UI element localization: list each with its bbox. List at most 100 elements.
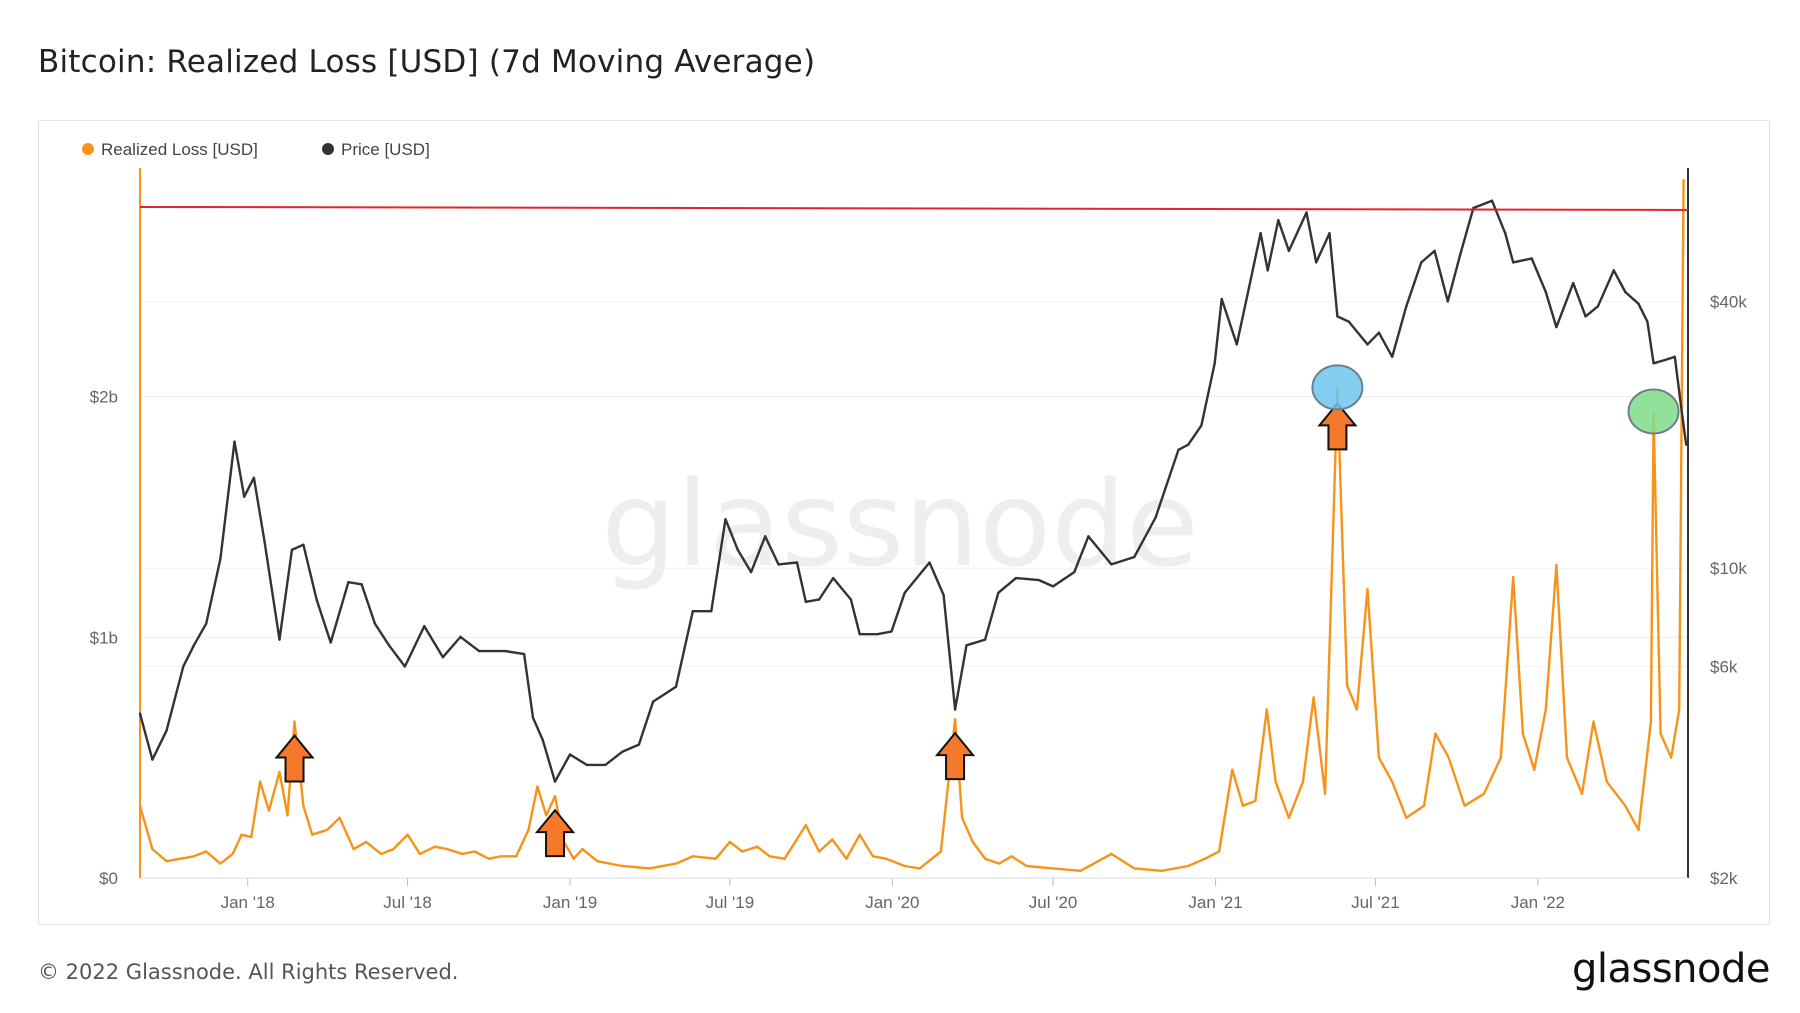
price-point — [403, 665, 407, 668]
price-point — [1154, 516, 1157, 519]
price-point — [1213, 362, 1216, 365]
price-point — [192, 644, 196, 647]
realized-loss-point — [939, 850, 943, 853]
watermark: glassnode — [601, 455, 1198, 593]
realized-loss-point — [1355, 708, 1359, 711]
price-point — [1544, 290, 1548, 294]
realized-loss-point — [553, 794, 557, 798]
price-point — [1490, 199, 1494, 202]
price-point — [1037, 578, 1041, 582]
realized-loss-point — [1677, 708, 1681, 711]
realized-loss-point — [1377, 756, 1381, 759]
y-right-tick-label: $2k — [1710, 869, 1738, 888]
price-point — [504, 649, 507, 653]
realized-loss-point — [804, 823, 808, 827]
realized-loss-point — [487, 857, 491, 860]
realized-loss-point — [1390, 780, 1394, 783]
realized-loss-point — [1580, 792, 1584, 795]
price-point — [1315, 261, 1318, 264]
price-point — [1446, 300, 1450, 303]
price-point — [182, 665, 185, 668]
price-point — [1133, 555, 1136, 559]
price-point — [585, 763, 589, 767]
realized-loss-point — [1434, 732, 1437, 735]
price-point — [724, 518, 727, 521]
realized-loss-point — [1511, 575, 1515, 579]
price-point — [1584, 315, 1587, 318]
realized-loss-point — [1287, 816, 1291, 820]
realized-loss-point — [1025, 864, 1028, 868]
realized-loss-point — [1670, 756, 1673, 759]
price-point — [522, 652, 526, 656]
realized-loss-point — [192, 855, 196, 858]
realized-loss-point — [1254, 799, 1257, 803]
price-point — [1530, 257, 1533, 260]
price-point — [691, 609, 694, 613]
realized-loss-point — [620, 864, 624, 868]
realized-loss-point — [1133, 867, 1136, 870]
realized-loss-point — [1217, 850, 1221, 853]
price-point — [1051, 585, 1055, 588]
price-point — [1673, 355, 1676, 358]
legend-marker — [322, 143, 334, 155]
realized-loss-point — [960, 816, 964, 820]
price-point — [983, 638, 987, 641]
realized-loss-point — [219, 862, 222, 865]
price-point — [674, 685, 678, 689]
realized-loss-point — [1659, 732, 1662, 735]
realized-loss-point — [1499, 756, 1502, 759]
realized-loss-point — [151, 847, 154, 851]
price-point — [1220, 297, 1223, 301]
price-point — [541, 738, 544, 742]
realized-loss-point — [250, 835, 253, 839]
realized-loss-point — [1555, 563, 1558, 567]
price-point — [637, 743, 641, 746]
circle-marker-icon — [1311, 364, 1364, 411]
realized-loss-point — [728, 840, 732, 844]
x-tick-label: Jul '18 — [383, 893, 432, 912]
realized-loss-point — [1160, 869, 1163, 872]
footer-logo: glassnode — [1571, 946, 1771, 992]
up-arrow-icon — [274, 733, 315, 783]
price-point — [1287, 249, 1291, 253]
price-line — [138, 199, 1688, 783]
realized-loss-point — [461, 852, 464, 856]
realized-loss-point — [581, 847, 584, 851]
price-point — [1420, 261, 1423, 264]
realized-loss-point — [1079, 869, 1082, 872]
price-point — [347, 580, 350, 584]
price-point — [1087, 535, 1090, 538]
price-point — [1259, 232, 1262, 235]
price-point — [278, 638, 281, 641]
price-point — [219, 557, 222, 561]
price-point — [1663, 358, 1667, 362]
price-point — [1277, 218, 1280, 222]
realized-loss-point — [918, 867, 921, 870]
price-point — [1433, 249, 1436, 253]
price-point — [1504, 232, 1507, 235]
realized-loss-point — [783, 857, 786, 860]
realized-loss-point — [1051, 867, 1055, 870]
price-point — [151, 758, 154, 761]
realized-loss-point — [1637, 828, 1640, 832]
price-point — [1652, 362, 1655, 365]
realized-loss-point — [267, 809, 271, 812]
price-point — [965, 644, 968, 647]
realized-loss-point — [392, 847, 395, 851]
x-tick-label: Jan '21 — [1188, 893, 1242, 912]
realized-loss-point — [1301, 780, 1305, 783]
price-point — [233, 440, 236, 443]
price-point — [373, 622, 377, 625]
price-point — [1596, 305, 1600, 308]
x-tick-label: Jan '19 — [543, 893, 597, 912]
realized-loss-point — [1605, 780, 1608, 783]
y-left-tick-label: $0 — [99, 869, 118, 888]
price-point — [263, 540, 266, 543]
price-point — [1555, 325, 1558, 329]
price-point — [1266, 269, 1269, 272]
realized-loss-point — [1366, 587, 1369, 591]
price-point — [477, 649, 481, 653]
price-point — [138, 712, 142, 715]
y-right-tick-label: $6k — [1710, 658, 1738, 677]
x-tick-label: Jan '22 — [1511, 893, 1565, 912]
